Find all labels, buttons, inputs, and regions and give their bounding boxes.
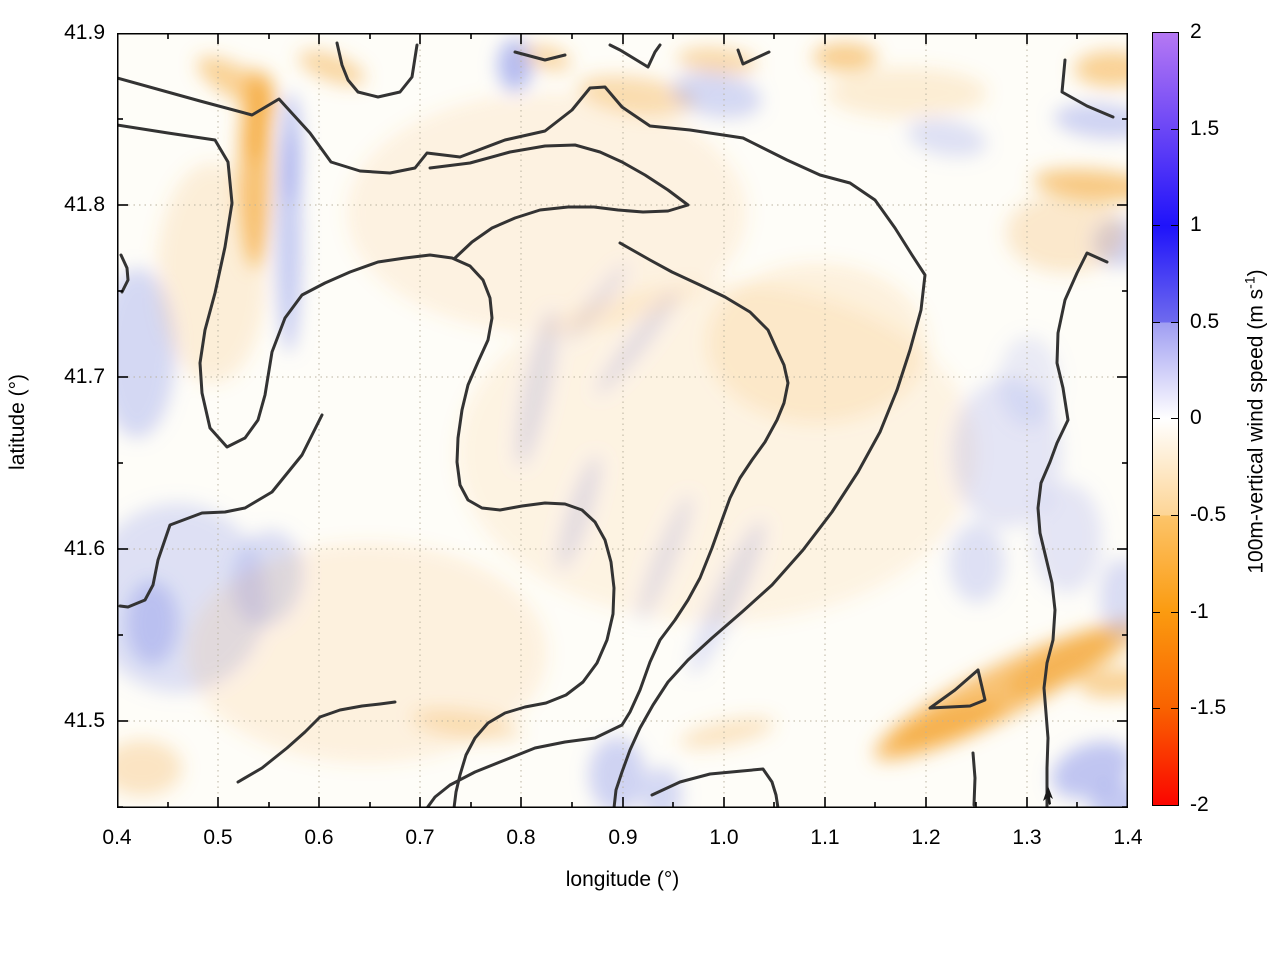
x-axis-title: longitude (°) xyxy=(565,868,680,891)
x-tick-label: 0.9 xyxy=(608,826,638,849)
y-tick-label: 41.5 xyxy=(64,709,105,732)
x-tick-label: 0.6 xyxy=(304,826,334,849)
colorbar-tick-label: 0.5 xyxy=(1190,309,1220,333)
x-tick-label: 1.1 xyxy=(810,826,840,849)
colorbar-tick-label: -2 xyxy=(1190,792,1209,816)
colorbar-tick-label: 1.5 xyxy=(1190,116,1220,140)
colorbar-title-text: 100m-vertical wind speed (m s xyxy=(1244,288,1268,574)
grid-lines xyxy=(117,33,1128,808)
x-tick-label: 1.0 xyxy=(709,826,739,849)
colorbar-tick-label: 2 xyxy=(1190,20,1202,43)
x-tick-label: 1.3 xyxy=(1012,826,1042,849)
y-tick-label: 41.9 xyxy=(64,21,105,44)
y-axis-title: latitude (°) xyxy=(6,374,29,470)
x-tick-label: 1.4 xyxy=(1113,826,1143,849)
colorbar-tick-label: 1 xyxy=(1190,213,1202,237)
mouse-cursor-icon xyxy=(1043,786,1053,805)
y-tick-label: 41.8 xyxy=(64,193,105,216)
plot-canvas[interactable] xyxy=(117,33,1128,808)
colorbar-gradient xyxy=(1152,32,1179,806)
colorbar-tick-label: 0 xyxy=(1190,406,1202,430)
colorbar-tick-label: -1.5 xyxy=(1190,696,1227,720)
colorbar-title: 100m-vertical wind speed (m s-1) xyxy=(1242,242,1269,602)
x-tick-label: 0.7 xyxy=(405,826,435,849)
x-tick-label: 0.5 xyxy=(203,826,233,849)
colorbar-title-close: ) xyxy=(1244,269,1268,277)
x-tick-label: 1.2 xyxy=(911,826,941,849)
colorbar-title-sup: -1 xyxy=(1241,276,1258,289)
contour-lines xyxy=(117,41,1115,808)
heatmap-contour-svg xyxy=(117,33,1128,808)
y-tick-label: 41.6 xyxy=(64,537,105,560)
y-tick-label: 41.7 xyxy=(64,365,105,388)
colorbar-tick-label: -1 xyxy=(1190,599,1209,623)
x-tick-label: 0.4 xyxy=(102,826,132,849)
x-tick-label: 0.8 xyxy=(506,826,536,849)
plot-border xyxy=(117,33,1128,808)
wind-speed-field xyxy=(117,39,1128,808)
colorbar-tick-label: -0.5 xyxy=(1190,503,1227,526)
